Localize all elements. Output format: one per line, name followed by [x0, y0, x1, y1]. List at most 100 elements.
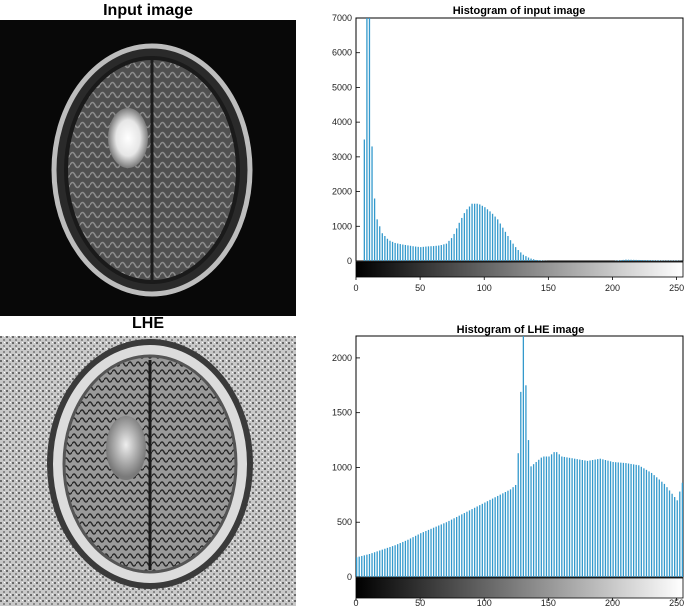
histogram-bar [643, 260, 645, 261]
histogram-bar [399, 244, 401, 261]
x-tick-label: 250 [669, 598, 684, 607]
histogram-bar [468, 510, 471, 577]
histogram-bar [581, 460, 583, 577]
histogram-bar [479, 204, 481, 261]
histogram-bar [532, 464, 535, 577]
histogram-bar [453, 518, 455, 577]
x-tick-label: 100 [477, 598, 492, 607]
histogram-bar [620, 260, 622, 261]
histogram-bar [484, 502, 486, 577]
histogram-bar [358, 556, 360, 577]
histogram-bar [625, 259, 627, 261]
input-mri-image [0, 20, 296, 316]
histogram-bar [435, 245, 437, 261]
histogram-bar [632, 259, 635, 261]
histogram-bar [486, 501, 489, 577]
histogram-bar [553, 452, 555, 577]
histogram-bar [479, 505, 481, 577]
histogram-bar [463, 513, 466, 577]
histogram-bar [432, 527, 435, 577]
histogram-bar [450, 238, 453, 261]
histogram-bar [384, 548, 386, 577]
histogram-bar [494, 216, 496, 261]
histogram-bar [656, 477, 658, 577]
histogram-bar [391, 241, 394, 261]
histogram-bar [602, 459, 604, 577]
histogram-bar [622, 259, 625, 261]
histogram-bar [517, 453, 519, 577]
histogram-bar [586, 460, 589, 577]
histogram-bar [463, 213, 466, 261]
histogram-bar [681, 482, 684, 577]
histogram-bar [363, 139, 365, 261]
y-tick-label: 0 [347, 256, 352, 266]
histogram-bar [627, 463, 630, 577]
histogram-bar [407, 539, 409, 577]
y-tick-label: 6000 [332, 48, 352, 58]
histogram-bar [409, 245, 412, 261]
histogram-bar [530, 466, 532, 577]
histogram-bar [491, 213, 494, 261]
histogram-bar [522, 254, 525, 261]
histogram-bar [404, 540, 407, 577]
histogram-bar [443, 244, 445, 261]
histogram-bar [384, 236, 386, 261]
x-tick-label: 0 [353, 598, 358, 607]
histogram-bar [417, 246, 419, 261]
histogram-bar [574, 458, 576, 577]
histogram-bar [507, 490, 509, 577]
input-image-title: Input image [103, 2, 193, 19]
histogram-bar [361, 555, 363, 577]
histogram-bar [425, 530, 427, 577]
histogram-bar [520, 391, 522, 577]
histogram-bar [389, 546, 391, 577]
histogram-bar [668, 490, 671, 577]
histogram-bar [435, 526, 437, 577]
histogram-bar [417, 534, 419, 577]
histogram-bar [440, 245, 442, 261]
histogram-bar [484, 207, 486, 261]
histogram-bar [663, 483, 666, 577]
histogram-bar [448, 520, 450, 577]
histogram-bar [409, 538, 412, 577]
y-tick-label: 4000 [332, 117, 352, 127]
histogram-bar [671, 493, 673, 577]
histogram-bar [371, 146, 373, 261]
y-tick-label: 7000 [332, 13, 352, 23]
y-tick-label: 1000 [332, 462, 352, 472]
histogram-bar [486, 209, 489, 261]
histogram-bar [504, 231, 507, 261]
histogram-bar [617, 462, 619, 577]
histogram-bar [612, 461, 614, 577]
histogram-bar [461, 514, 463, 577]
histogram-bar [630, 463, 632, 577]
histogram-bar [609, 461, 612, 577]
histogram-bar [522, 336, 525, 577]
histogram-bar [512, 243, 514, 261]
histogram-bar [427, 529, 430, 577]
histogram-bar [535, 259, 537, 261]
histogram-bars [363, 18, 684, 261]
x-tick-label: 100 [477, 283, 492, 293]
x-tick-label: 50 [415, 598, 425, 607]
y-tick-label: 3000 [332, 152, 352, 162]
histogram-bar [653, 475, 655, 577]
histogram-bar [379, 550, 381, 577]
histogram-bar [456, 516, 458, 577]
histogram-bar [597, 459, 599, 577]
histogram-bar [504, 491, 507, 577]
histogram-bar [566, 457, 568, 577]
histogram-bar [366, 554, 368, 577]
histogram-bar [527, 440, 530, 577]
histogram-bar [520, 252, 522, 261]
histogram-bar [502, 227, 504, 261]
histogram-bar [645, 469, 648, 577]
histogram-bar [632, 464, 635, 577]
histogram-bar [430, 246, 432, 261]
histogram-bar [627, 259, 630, 261]
histogram-bar [607, 460, 609, 577]
histogram-bar [481, 503, 483, 577]
x-tick-label: 150 [541, 283, 556, 293]
histogram-bar [512, 487, 514, 577]
histogram-bar [399, 543, 401, 577]
